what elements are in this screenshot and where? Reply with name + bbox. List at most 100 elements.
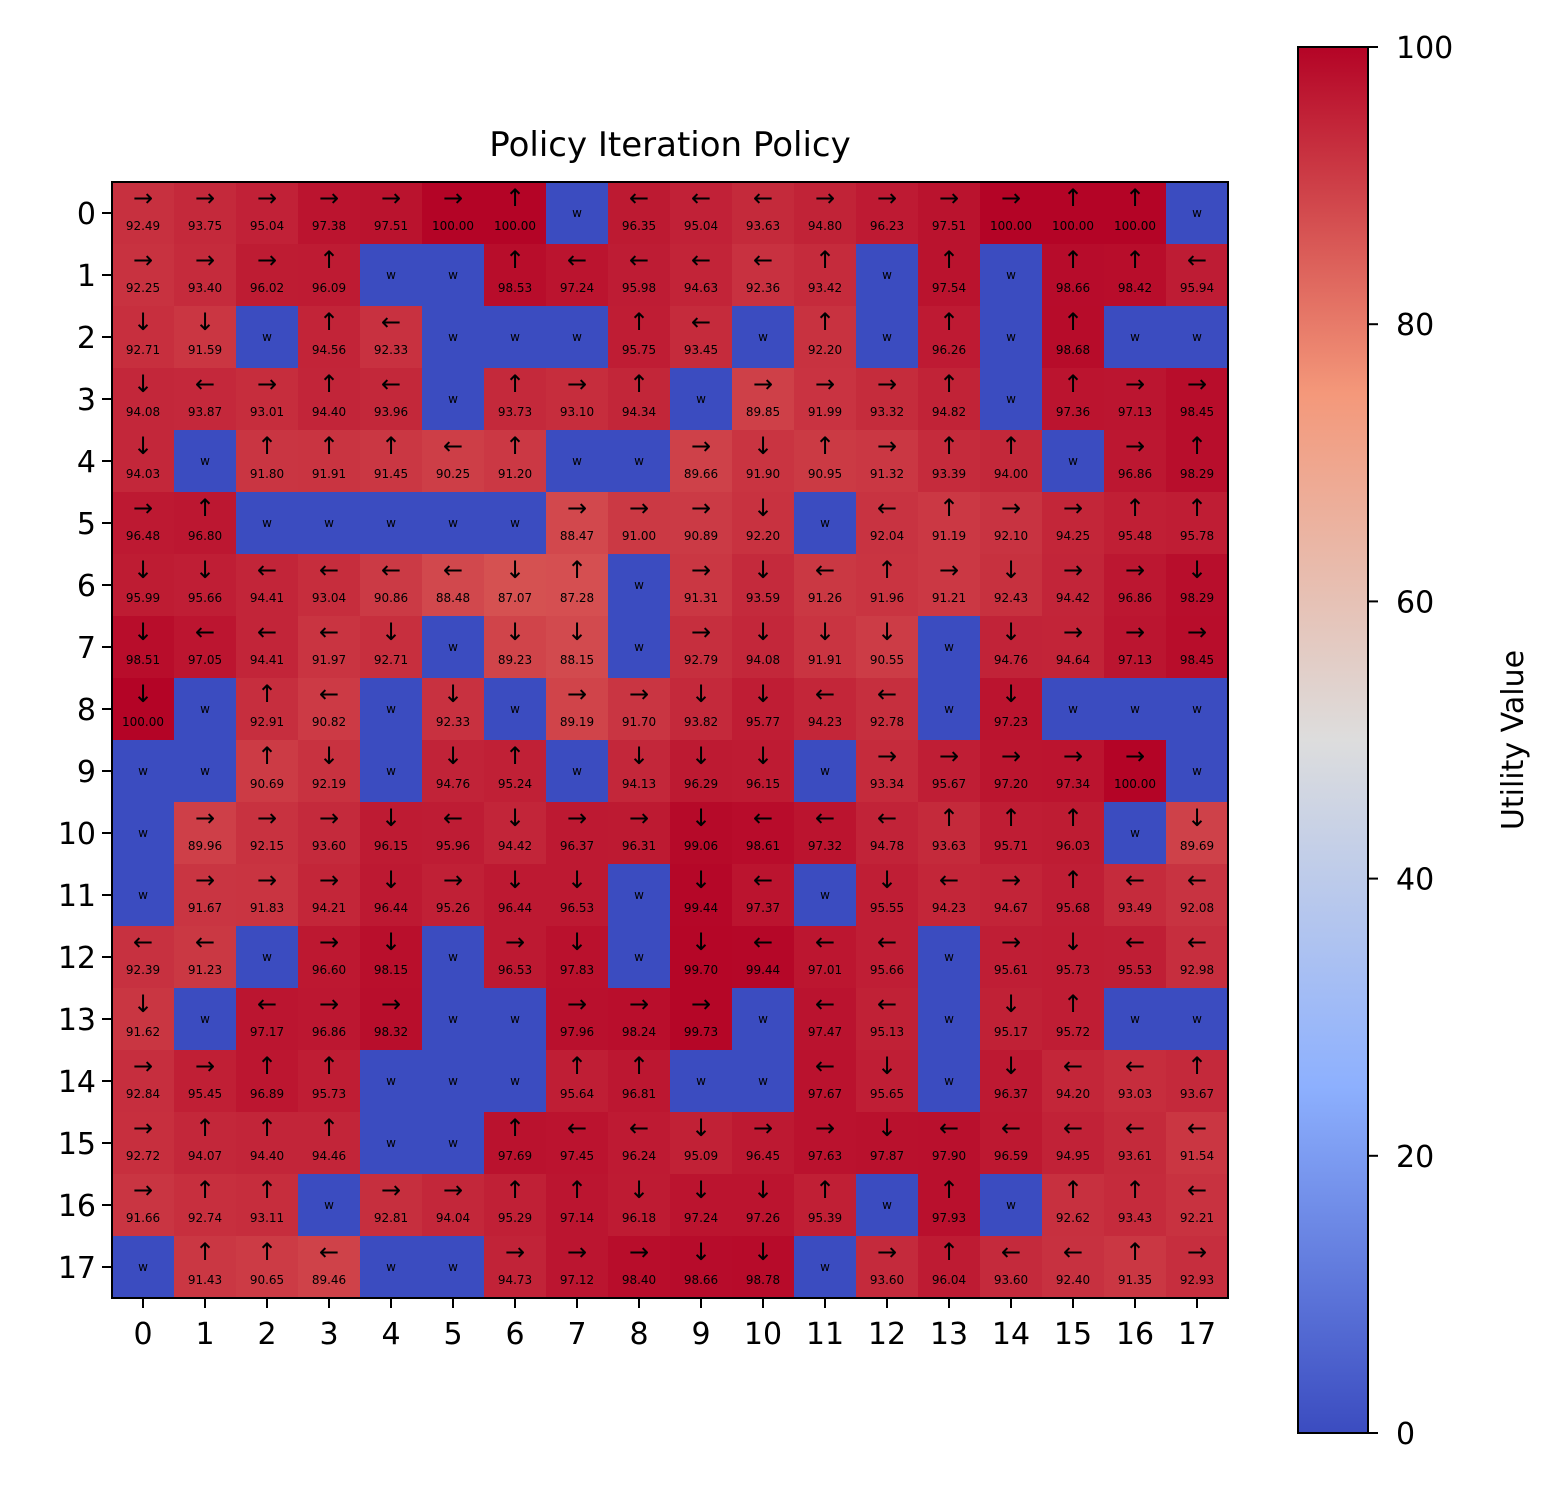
cell-fill	[112, 616, 175, 679]
cell-fill	[360, 1236, 423, 1299]
cell-fill	[794, 368, 857, 431]
cell-fill	[794, 1236, 857, 1299]
utility-value-label: 94.20	[1056, 1087, 1090, 1101]
heatmap-cell: ↑ 90.95	[794, 430, 857, 493]
policy-arrow: ←	[691, 308, 711, 336]
heatmap-cell: w	[1166, 988, 1229, 1051]
wall-label: w	[448, 640, 458, 654]
heatmap-cell: ← 92.21	[1166, 1174, 1229, 1237]
cell-fill	[1166, 368, 1229, 431]
policy-arrow: →	[133, 246, 153, 274]
heatmap-cell: → 94.64	[1042, 616, 1105, 679]
utility-value-label: 91.83	[250, 901, 284, 915]
y-tick-label: 13	[58, 1003, 96, 1038]
heatmap-cell: ← 96.35	[608, 182, 671, 245]
policy-arrow: ←	[257, 618, 277, 646]
cell-fill	[546, 616, 609, 679]
cell-fill	[1166, 740, 1229, 803]
utility-value-label: 96.37	[560, 839, 594, 853]
utility-value-label: 93.32	[870, 405, 904, 419]
cell-fill	[670, 926, 733, 989]
utility-value-label: 98.24	[622, 1025, 656, 1039]
heatmap-cell: ← 94.63	[670, 244, 733, 307]
cell-fill	[298, 554, 361, 617]
heatmap-cell: ↑ 97.93	[918, 1174, 981, 1237]
policy-arrow: ↓	[133, 432, 153, 460]
heatmap-cell: ↑ 96.03	[1042, 802, 1105, 865]
heatmap-cell: w	[732, 306, 795, 369]
heatmap-cell: w	[360, 244, 423, 307]
policy-arrow: ↑	[257, 1114, 277, 1142]
cell-fill	[298, 492, 361, 555]
utility-value-label: 95.77	[746, 715, 780, 729]
heatmap-cell: ← 94.23	[918, 864, 981, 927]
wall-label: w	[882, 330, 892, 344]
utility-value-label: 94.03	[126, 467, 160, 481]
policy-arrow: →	[1125, 370, 1145, 398]
utility-value-label: 94.04	[436, 1211, 470, 1225]
heatmap-cell: ↑ 91.96	[856, 554, 919, 617]
heatmap-cell: w	[608, 430, 671, 493]
policy-arrow: ↑	[815, 246, 835, 274]
heatmap-cell: w	[484, 678, 547, 741]
heatmap-cell: → 93.10	[546, 368, 609, 431]
heatmap-cell: ↓ 91.62	[112, 988, 175, 1051]
policy-arrow: →	[1001, 866, 1021, 894]
cell-fill	[1166, 554, 1229, 617]
utility-value-label: 90.69	[250, 777, 284, 791]
heatmap-cell: ↓ 94.42	[484, 802, 547, 865]
policy-arrow: ↓	[753, 494, 773, 522]
utility-value-label: 96.81	[622, 1087, 656, 1101]
heatmap-cell: ← 90.86	[360, 554, 423, 617]
heatmap-cell: ← 91.54	[1166, 1112, 1229, 1175]
cell-fill	[360, 430, 423, 493]
policy-arrow: ←	[815, 680, 835, 708]
policy-arrow: ←	[629, 246, 649, 274]
utility-value-label: 94.64	[1056, 653, 1090, 667]
cell-fill	[670, 1236, 733, 1299]
utility-value-label: 100.00	[1052, 219, 1094, 233]
cell-fill	[794, 740, 857, 803]
policy-arrow: ↓	[691, 928, 711, 956]
policy-arrow: ↓	[753, 1238, 773, 1266]
utility-value-label: 94.67	[994, 901, 1028, 915]
utility-value-label: 91.62	[126, 1025, 160, 1039]
policy-arrow: ↓	[1001, 618, 1021, 646]
utility-value-label: 93.59	[746, 591, 780, 605]
heatmap-cell: w	[546, 306, 609, 369]
cell-fill	[236, 306, 299, 369]
utility-value-label: 91.00	[622, 529, 656, 543]
utility-value-label: 93.67	[1180, 1087, 1214, 1101]
heatmap-cell: w	[1042, 678, 1105, 741]
heatmap-cell: ← 93.45	[670, 306, 733, 369]
policy-arrow: ←	[381, 308, 401, 336]
cell-fill	[546, 1112, 609, 1175]
heatmap-cell: w	[236, 306, 299, 369]
cell-fill	[236, 616, 299, 679]
wall-label: w	[510, 702, 520, 716]
cell-fill	[608, 1236, 671, 1299]
cell-fill	[856, 554, 919, 617]
heatmap-cell: ↑ 93.73	[484, 368, 547, 431]
heatmap-cell: w	[360, 1236, 423, 1299]
x-tick-label: 15	[1054, 1317, 1092, 1352]
utility-value-label: 98.45	[1180, 653, 1214, 667]
policy-arrow: →	[195, 1052, 215, 1080]
cell-fill	[298, 182, 361, 245]
policy-arrow: ↑	[319, 432, 339, 460]
y-tick-label: 15	[58, 1127, 96, 1162]
utility-value-label: 97.14	[560, 1211, 594, 1225]
y-tick-label: 7	[77, 631, 96, 666]
cell-fill	[1104, 926, 1167, 989]
heatmap-cell: w	[980, 368, 1043, 431]
heatmap-cell: ↑ 96.26	[918, 306, 981, 369]
utility-value-label: 92.08	[1180, 901, 1214, 915]
cell-fill	[1166, 1112, 1229, 1175]
wall-label: w	[634, 888, 644, 902]
policy-arrow: →	[381, 184, 401, 212]
policy-arrow: →	[567, 990, 587, 1018]
utility-value-label: 94.41	[250, 653, 284, 667]
heatmap-cell: ↓ 95.66	[174, 554, 237, 617]
heatmap-cell: w	[484, 988, 547, 1051]
utility-value-label: 93.34	[870, 777, 904, 791]
